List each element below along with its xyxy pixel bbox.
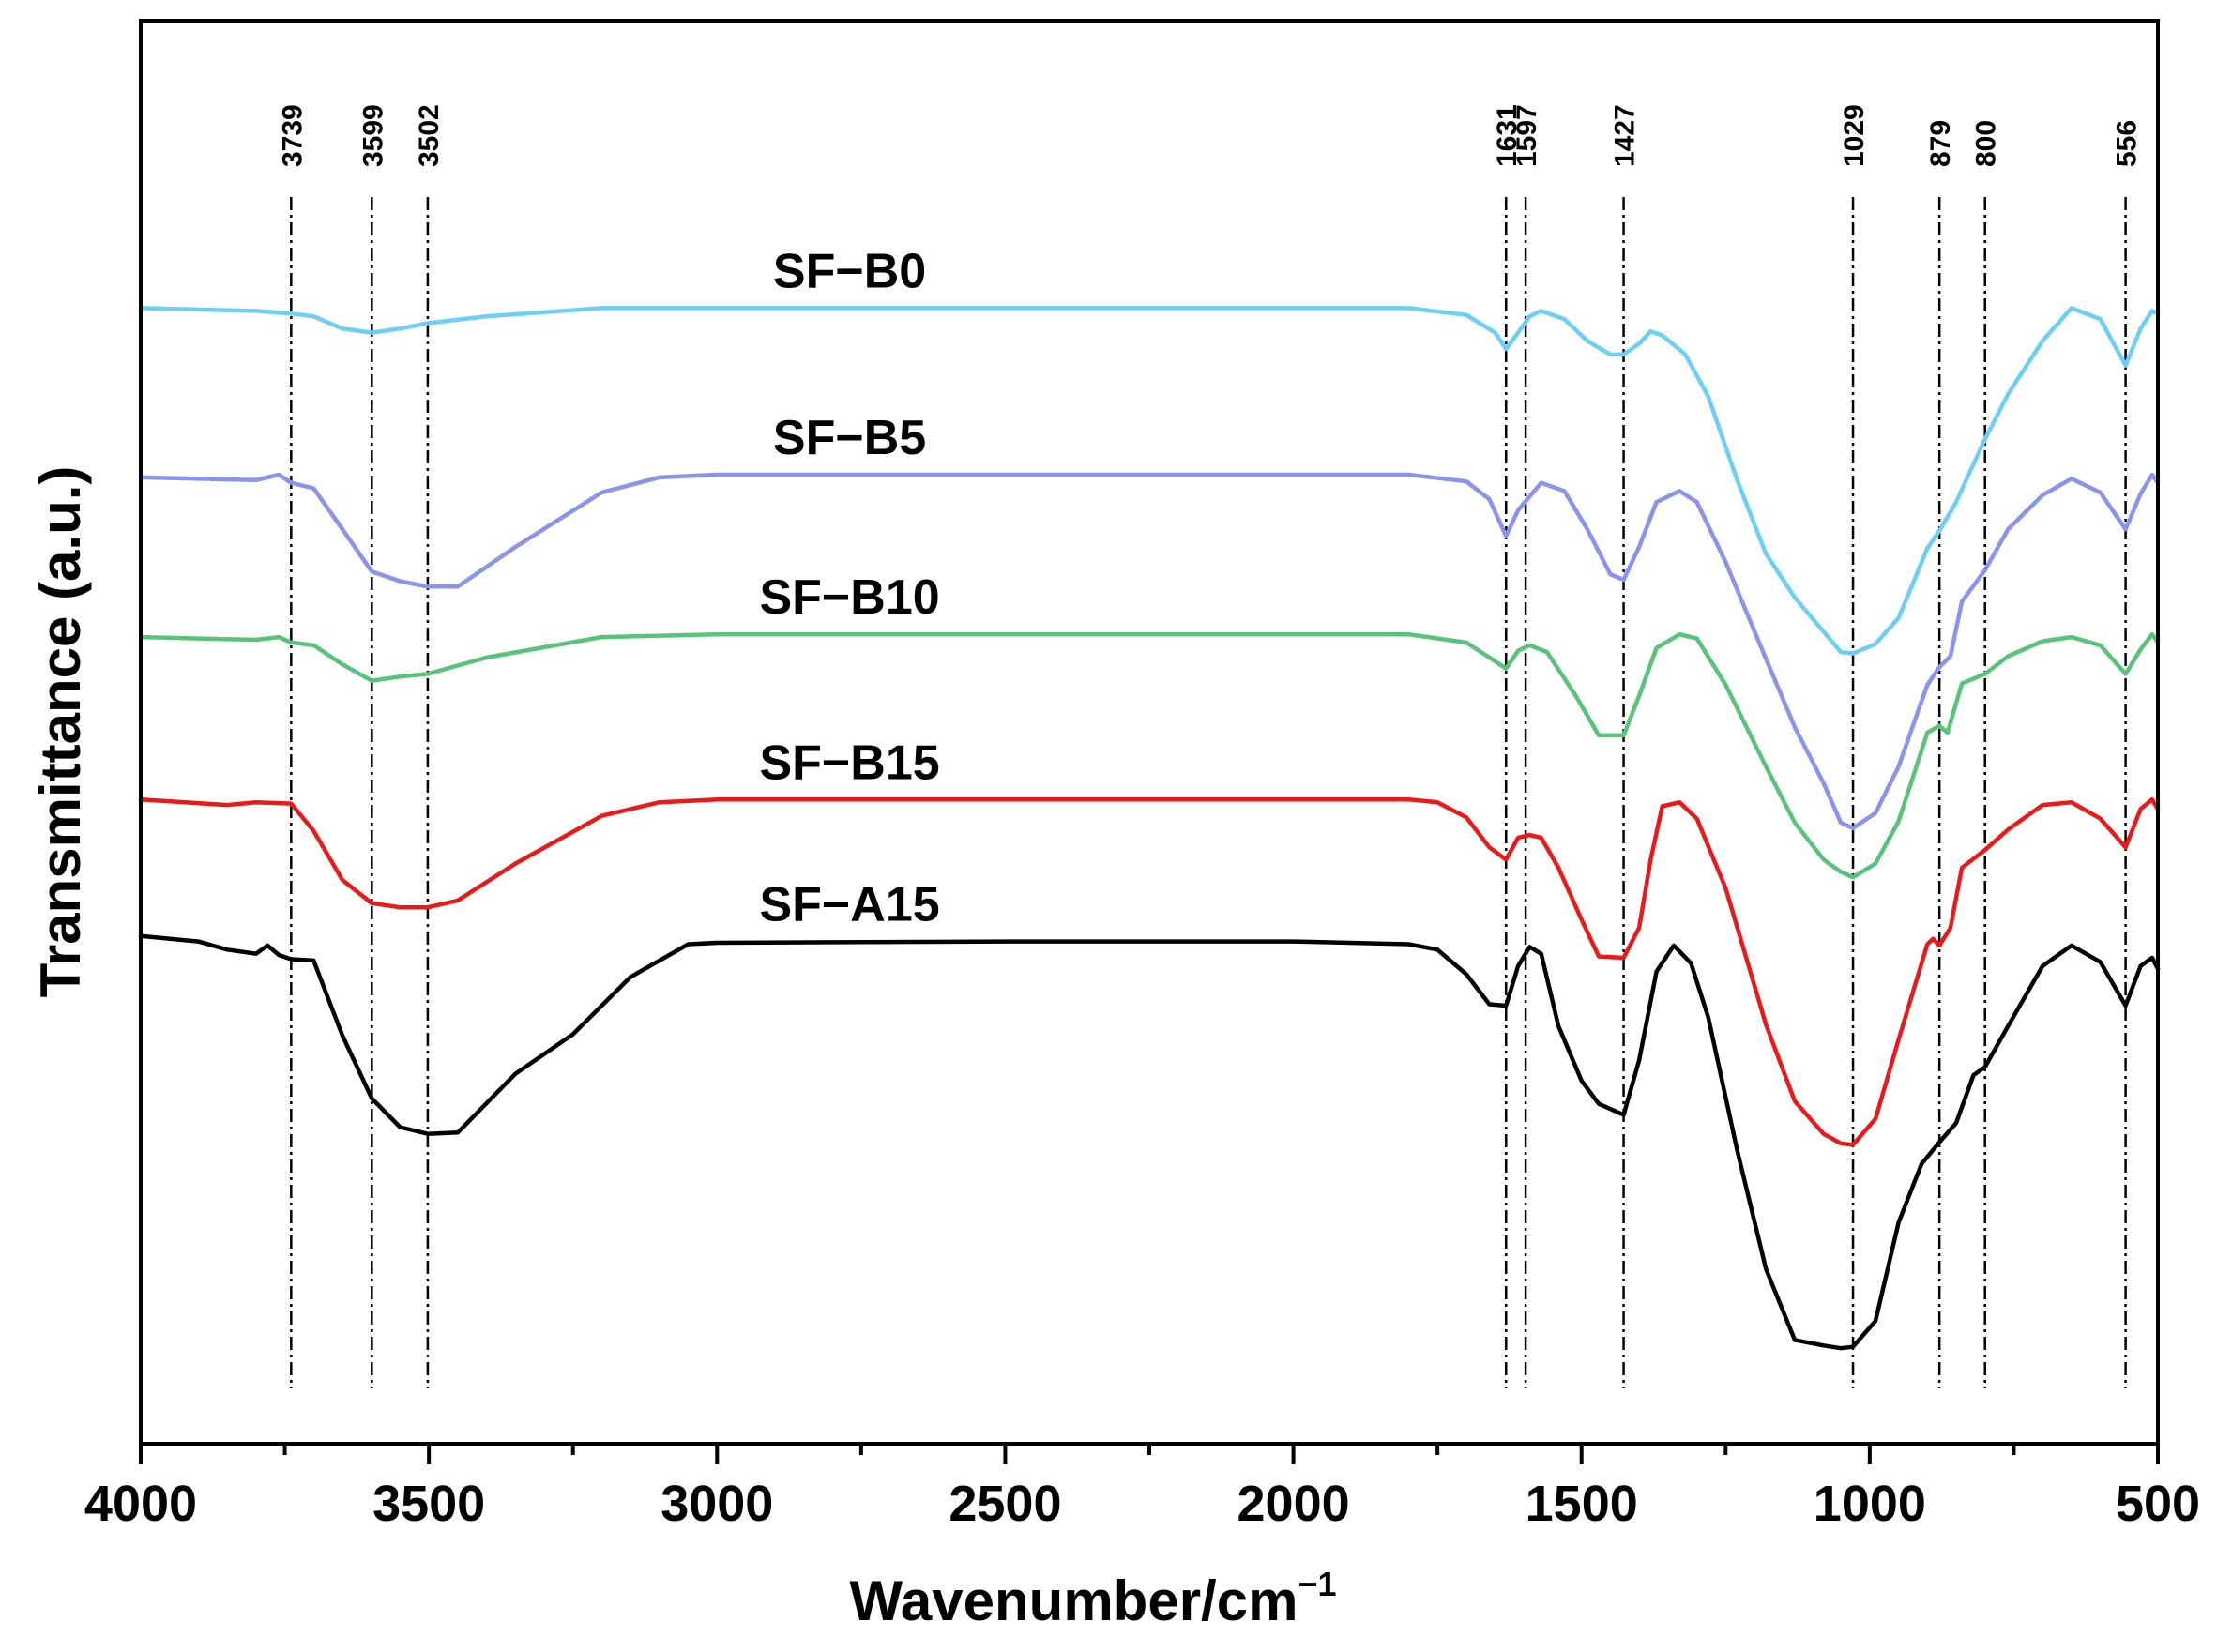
series-line-sf-b5 (138, 472, 2161, 831)
y-axis-title: Transmittance (a.u.) (29, 466, 92, 998)
peak-label-1631: 1631 (1492, 104, 1523, 167)
x-tick-label-4000: 4000 (84, 1476, 197, 1532)
reference-lines (290, 197, 2127, 1388)
series-label-sf-b15: SF−B15 (759, 735, 939, 790)
series-lines (138, 306, 2161, 1351)
series-line-sf-b15 (138, 797, 2161, 1147)
peak-label-3599: 3599 (357, 104, 388, 167)
series-line-sf-b0 (138, 306, 2161, 656)
x-axis-title-text: Wavenumber/cm (850, 1569, 1298, 1632)
series-line-sf-a15 (138, 933, 2161, 1351)
x-axis-title-superscript: −1 (1298, 1565, 1336, 1603)
peak-label-800: 800 (1971, 120, 2002, 167)
x-axis-tick-labels: 4000 3500 3000 2500 2000 1500 1000 500 (84, 1476, 2200, 1532)
x-tick-label-2500: 2500 (949, 1476, 1061, 1532)
series-label-sf-b10: SF−B10 (759, 570, 939, 625)
peak-label-3502: 3502 (414, 104, 445, 167)
x-axis-title: Wavenumber/cm−1 (850, 1565, 1337, 1632)
peak-label-1029: 1029 (1839, 104, 1870, 167)
peak-label-879: 879 (1925, 120, 1956, 167)
x-tick-label-3500: 3500 (372, 1476, 485, 1532)
series-labels: SF−B0 SF−B5 SF−B10 SF−B15 SF−A15 (759, 244, 939, 932)
x-tick-label-3000: 3000 (660, 1476, 773, 1532)
series-label-sf-a15: SF−A15 (759, 878, 939, 932)
peak-label-556: 556 (2112, 120, 2143, 167)
series-line-sf-b10 (138, 631, 2161, 880)
peak-label-1597: 1597 (1511, 104, 1542, 167)
plot-background (141, 21, 2158, 1444)
peak-label-3739: 3739 (277, 104, 308, 167)
x-tick-label-500: 500 (2116, 1476, 2200, 1532)
x-tick-label-2000: 2000 (1237, 1476, 1350, 1532)
series-label-sf-b5: SF−B5 (773, 411, 926, 465)
x-tick-label-1000: 1000 (1814, 1476, 1926, 1532)
x-axis-ticks (139, 1444, 2160, 1464)
peak-label-1427: 1427 (1610, 104, 1641, 167)
x-tick-label-1500: 1500 (1526, 1476, 1638, 1532)
series-label-sf-b0: SF−B0 (773, 244, 926, 298)
